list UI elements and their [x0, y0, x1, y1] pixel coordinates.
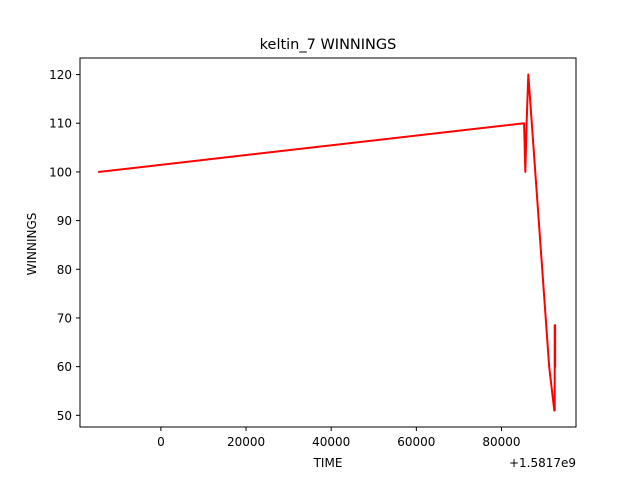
y-tick-label: 60 [57, 360, 72, 374]
x-tick-label: 0 [157, 435, 165, 449]
chart-title: keltin_7 WINNINGS [260, 37, 397, 53]
x-tick-label: 40000 [312, 435, 350, 449]
y-tick-label: 110 [49, 117, 72, 131]
x-tick-label: 80000 [482, 435, 520, 449]
y-tick-label: 100 [49, 165, 72, 179]
plot-area: 0 20000 40000 60000 80000 50 60 70 80 90 100 110 120 [49, 57, 577, 449]
y-tick-label: 90 [57, 214, 72, 228]
y-tick-label: 80 [57, 263, 72, 277]
y-tick-label: 70 [57, 311, 72, 325]
axes-frame [79, 57, 577, 428]
y-tick-label: 120 [49, 68, 72, 82]
x-axis-label: TIME [313, 456, 343, 470]
x-tick-label: 20000 [227, 435, 265, 449]
y-axis-label: WINNINGS [25, 213, 39, 276]
x-axis-offset-label: +1.5817e9 [509, 456, 576, 470]
series-line-0 [98, 73, 557, 412]
x-tick-label: 60000 [397, 435, 435, 449]
y-tick-label: 50 [57, 409, 72, 423]
